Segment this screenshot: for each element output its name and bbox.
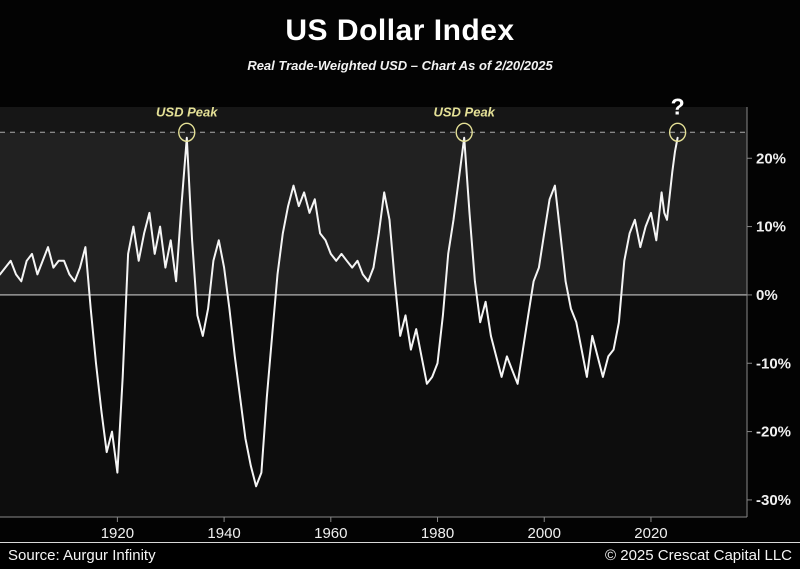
page-subtitle: Real Trade-Weighted USD – Chart As of 2/… (247, 58, 553, 73)
y-tick-label: -20% (756, 424, 791, 441)
footer: Source: Aurgur Infinity © 2025 Crescat C… (0, 542, 800, 569)
x-tick-label: 2000 (528, 525, 561, 542)
y-tick-label: -10% (756, 355, 791, 372)
page-title: US Dollar Index (285, 14, 515, 47)
x-tick-label: 2020 (634, 525, 667, 542)
lower-band (0, 294, 747, 517)
y-tick-label: -30% (756, 492, 791, 509)
x-tick-label: 1940 (207, 525, 240, 542)
x-tick-label: 1980 (421, 525, 454, 542)
question-2025-circle (668, 122, 687, 142)
x-tick-label: 1920 (101, 525, 134, 542)
usd-index-line (0, 136, 679, 488)
y-tick-label: 20% (756, 150, 786, 167)
chart-header: US Dollar Index Real Trade-Weighted USD … (0, 0, 800, 92)
usd-peak-1985-label: USD Peak (433, 104, 495, 119)
y-tick-label: 10% (756, 219, 786, 236)
usd-peak-1933-label: USD Peak (156, 104, 218, 119)
plot-background (0, 107, 747, 517)
y-tick-label: 0% (756, 287, 778, 304)
usd-peak-1933-circle (178, 122, 196, 142)
source-text: Source: Aurgur Infinity (8, 547, 156, 564)
x-tick-label: 1960 (314, 525, 347, 542)
chart-area: 20% 10% 0% -10% -20% -30% 1920 1940 1960 1980 2000… (0, 92, 800, 542)
copyright-text: © 2025 Crescat Capital LLC (605, 547, 792, 564)
chart-svg: 20% 10% 0% -10% -20% -30% 1920 1940 1960 1980 2000… (0, 93, 791, 542)
upper-band (0, 132, 747, 295)
usd-peak-1985-circle (455, 122, 473, 142)
question-2025-label: ? (671, 93, 685, 119)
